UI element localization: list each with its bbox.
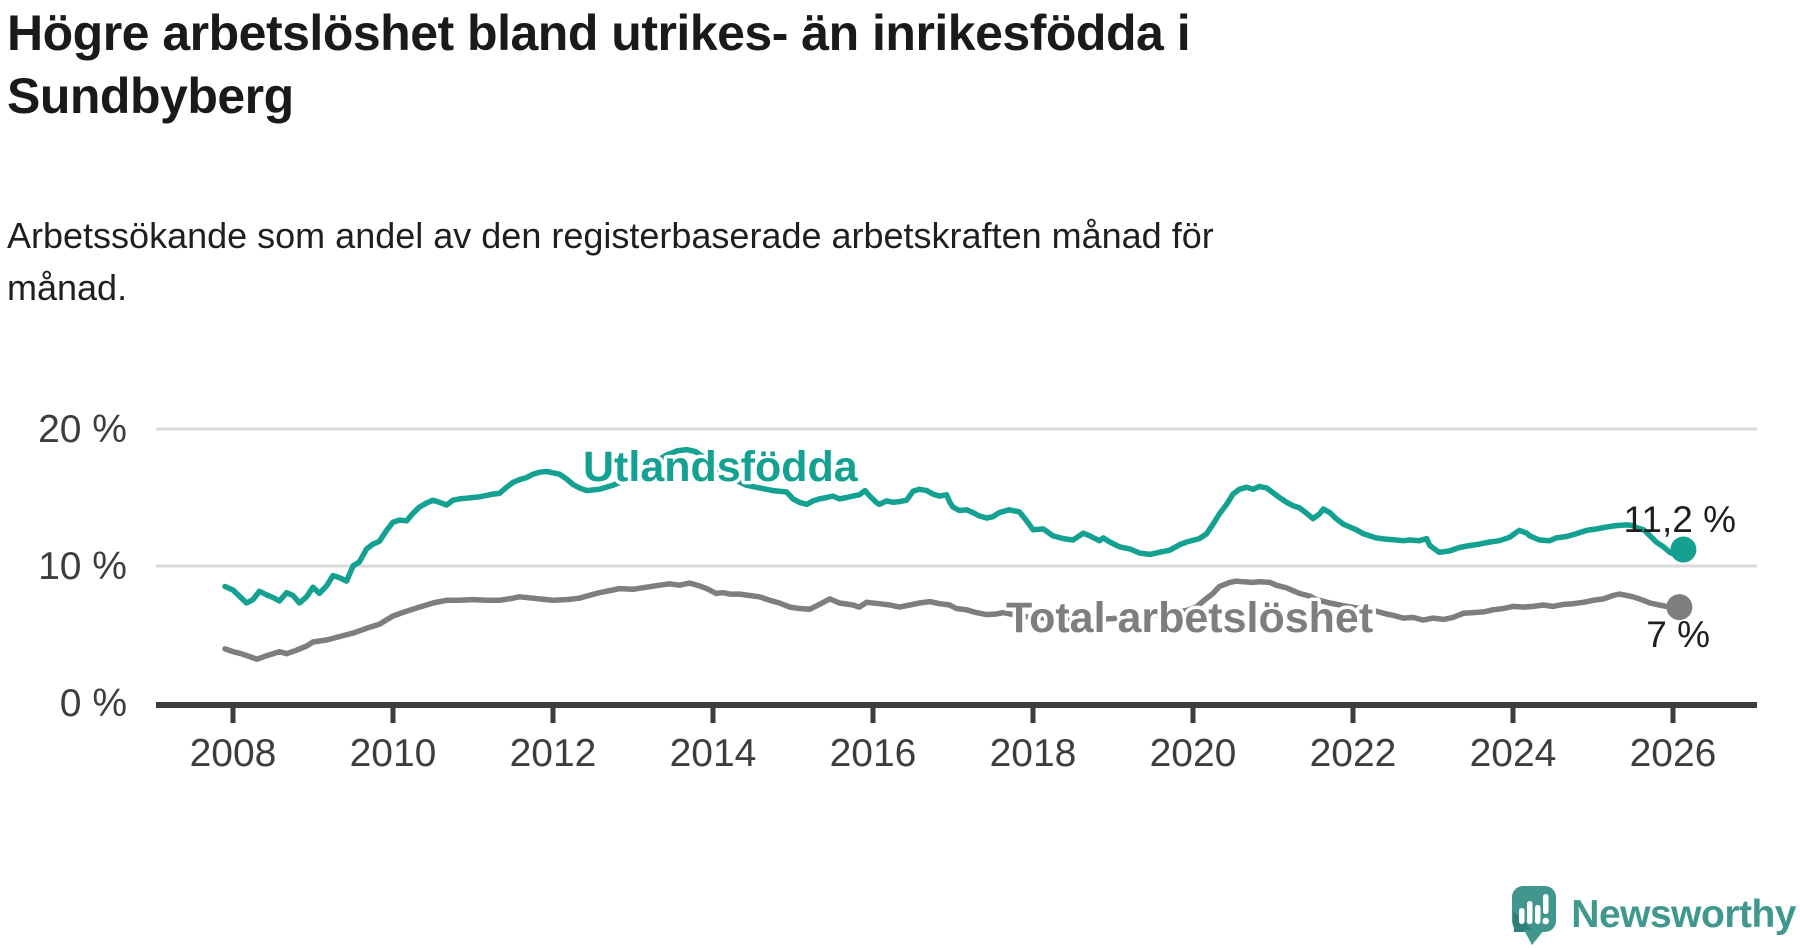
x-axis [156, 702, 1757, 723]
y-tick-label: 20 % [38, 408, 127, 451]
x-axis-labels: 2008 2010 2012 2014 2016 2018 2020 2022 2024 2026 [190, 732, 1717, 775]
newsworthy-wordmark: Newsworthy [1571, 893, 1796, 936]
newsworthy-logo-icon [1512, 885, 1557, 945]
x-tick-label: 2020 [1150, 732, 1237, 775]
page-title: Högre arbetslöshet bland utrikes- än inr… [7, 5, 1191, 124]
x-tick-label: 2026 [1630, 732, 1717, 775]
x-tick-label: 2018 [990, 732, 1077, 775]
y-tick-label: 0 % [60, 682, 127, 725]
utlandsfodda-line-end-dot [1670, 536, 1697, 563]
x-tick-label: 2008 [190, 732, 277, 775]
end-value-label-utlandsfodda: 11,2 % [1624, 499, 1736, 540]
x-tick-label: 2012 [510, 732, 597, 775]
chart-subtitle: Arbetssökande som andel av den registerb… [7, 215, 1214, 308]
chart-header: Högre arbetslöshet bland utrikes- än inr… [7, 2, 1507, 308]
x-tick-label: 2010 [350, 732, 437, 775]
y-axis-labels: 0 % 10 % 20 % [38, 408, 127, 725]
x-tick-label: 2016 [830, 732, 917, 775]
series-lines [222, 446, 1697, 662]
series-label-utlandsfodda: Utlandsfödda [583, 443, 859, 491]
x-tick-label: 2022 [1310, 732, 1397, 775]
x-tick-label: 2024 [1470, 732, 1557, 775]
y-tick-label: 10 % [38, 545, 127, 588]
x-tick-label: 2014 [670, 732, 757, 775]
end-value-label-total: 7 % [1646, 614, 1710, 655]
total-arbetsloshet-line-end-dot [1666, 594, 1693, 621]
total-arbetsloshet-line [222, 578, 1683, 662]
series-label-total-arbetsloshet: Total arbetslöshet [1006, 594, 1373, 642]
utlandsfodda-line [222, 446, 1687, 606]
gridlines [156, 427, 1757, 568]
newsworthy-branding: Newsworthy [1511, 882, 1796, 948]
